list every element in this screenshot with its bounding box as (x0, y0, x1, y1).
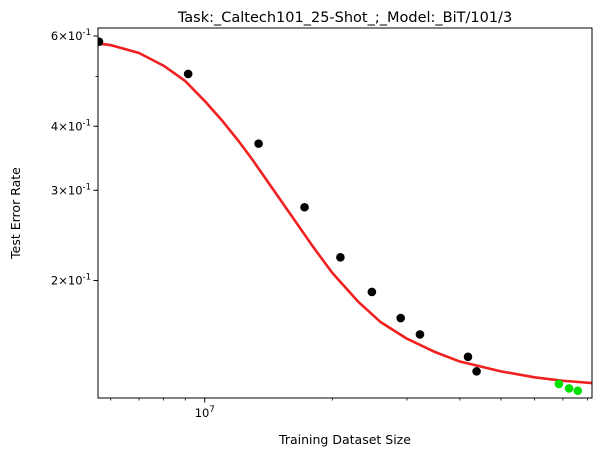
data-point (554, 379, 564, 389)
data-point (183, 69, 193, 79)
x-tick-label: 107 (195, 405, 215, 420)
y-tick-label: 4×10-1 (51, 118, 91, 133)
y-tick-label: 3×10-1 (51, 182, 91, 197)
fit-curve (98, 42, 592, 385)
data-point (573, 386, 583, 396)
data-point (300, 202, 309, 212)
plot-area (98, 28, 592, 398)
data-point (336, 253, 345, 262)
data-point (367, 287, 377, 297)
y-axis-label: Test Error Rate (8, 167, 23, 260)
y-tick-label: 2×10-1 (51, 273, 91, 288)
x-axis-label: Training Dataset Size (278, 432, 411, 447)
plot-frame (97, 27, 593, 399)
chart-title: Task:_Caltech101_25-Shot_;_Model:_BiT/10… (177, 10, 512, 26)
data-point (463, 352, 473, 362)
data-point (564, 384, 574, 393)
data-point (415, 330, 425, 339)
y-tick-label: 6×10-1 (51, 28, 91, 43)
data-point (472, 367, 481, 376)
data-point (254, 139, 263, 148)
data-point (98, 37, 104, 46)
data-point (396, 313, 405, 323)
